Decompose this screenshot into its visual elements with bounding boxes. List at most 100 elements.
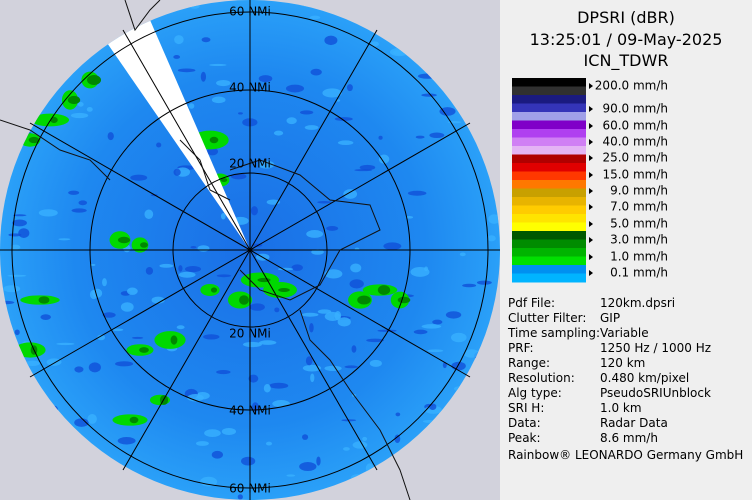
echo-cell — [324, 269, 343, 279]
echo-cell — [156, 142, 162, 148]
legend-arrow — [589, 237, 593, 243]
echo-cell — [71, 208, 87, 213]
echo-cell — [25, 360, 40, 367]
info-value: PseudoSRIUnblock — [600, 386, 711, 400]
legend-label: 7.0 mm/h — [610, 200, 668, 214]
echo-cell — [204, 429, 221, 438]
echo-cell — [7, 274, 27, 277]
echo-cell — [322, 88, 342, 98]
echo-cell — [230, 173, 247, 180]
echo-cell — [97, 334, 106, 341]
echo-cell — [305, 356, 313, 366]
info-row: Range: 120 km — [508, 356, 645, 370]
legend-swatch — [512, 95, 586, 104]
info-value: 1250 Hz / 1000 Hz — [600, 341, 712, 355]
echo-cell — [427, 349, 444, 353]
echo-cell — [366, 338, 385, 343]
range-rings — [0, 0, 500, 500]
echo-cell — [451, 361, 466, 371]
legend-label: 40.0 mm/h — [602, 135, 668, 149]
echo-cell — [263, 384, 271, 393]
info-row: PRF: 1250 Hz / 1000 Hz — [508, 341, 711, 355]
legend-arrow — [589, 204, 593, 210]
echo-cell — [38, 209, 58, 217]
info-label: Range: — [508, 356, 551, 370]
color-legend: 200.0 mm/h 90.0 mm/h 60.0 mm/h 40.0 mm/h 25.… — [512, 78, 668, 283]
echo-cell — [242, 341, 262, 348]
echo-cell — [349, 279, 364, 289]
rain-cell — [131, 237, 149, 253]
echo-cell — [14, 329, 20, 336]
echo-cell — [206, 147, 219, 156]
echo-cell — [324, 365, 342, 371]
echo-cell — [354, 169, 373, 172]
echo-cell — [77, 102, 84, 107]
echo-cell — [299, 461, 317, 472]
info-row: Time sampling: Variable — [508, 326, 649, 340]
echo-cell — [378, 154, 390, 164]
legend-swatch — [512, 154, 586, 164]
echo-cell — [286, 474, 296, 477]
rain-cell — [140, 242, 148, 248]
echo-cell — [317, 309, 332, 314]
legend-label: 25.0 mm/h — [602, 151, 668, 165]
legend-swatch — [512, 163, 586, 172]
echo-cell — [415, 135, 425, 139]
echo-cell — [115, 361, 134, 367]
legend-arrow — [589, 106, 593, 112]
echo-cell — [350, 263, 362, 273]
legend-label: 3.0 mm/h — [610, 233, 668, 247]
info-label: Data: — [508, 416, 541, 430]
echo-cell — [178, 271, 196, 278]
echo-cell — [334, 117, 353, 121]
echo-cell — [120, 302, 134, 312]
radar-map: 60 NMi 40 NMi 20 NMi 20 NMi 40 NMi 60 NM… — [0, 0, 500, 500]
echo-cell — [237, 494, 243, 500]
info-value: 0.480 km/pixel — [600, 371, 690, 385]
echo-cell — [102, 312, 116, 318]
echo-cell — [216, 370, 231, 375]
range-label: 60 NMi — [229, 482, 271, 496]
rain-cell — [200, 284, 220, 296]
legend-swatch — [512, 86, 586, 96]
echo-cell — [429, 132, 445, 139]
legend-swatch — [512, 256, 586, 266]
echo-cell — [250, 206, 258, 216]
echo-cell — [378, 135, 383, 140]
rain-cell — [210, 287, 218, 293]
echo-cell — [432, 319, 443, 325]
echo-cell — [352, 441, 368, 449]
legend-label: 1.0 mm/h — [610, 250, 668, 264]
info-value: GIP — [600, 311, 621, 325]
echo-cell — [258, 75, 273, 83]
echo-cell — [131, 336, 144, 339]
echo-cell — [87, 413, 97, 424]
echo-cell — [88, 362, 101, 373]
echo-cell — [249, 303, 265, 311]
echo-cell — [112, 328, 124, 332]
info-value: 1.0 km — [600, 401, 642, 415]
info-value: Radar Data — [600, 416, 668, 430]
echo-cell — [159, 263, 174, 268]
legend-swatch — [512, 205, 586, 215]
echo-cell — [302, 434, 309, 440]
echo-cell — [74, 418, 89, 427]
rain-cell — [50, 116, 58, 124]
legend-label: 200.0 mm/h — [595, 79, 668, 93]
echo-cell — [221, 427, 236, 436]
info-value: 120km.dpsri — [600, 296, 676, 310]
info-value: Variable — [600, 326, 649, 340]
rain-cell — [129, 416, 139, 424]
info-row: Clutter Filter: GIP — [508, 311, 620, 325]
echo-cell — [413, 329, 428, 335]
echo-cell — [476, 280, 492, 285]
timestamp: 13:25:01 / 09-May-2025 — [529, 30, 723, 49]
legend-swatch — [512, 137, 586, 147]
rain-cell — [278, 287, 290, 293]
echo-cell — [46, 358, 62, 366]
rain-cell — [117, 236, 131, 244]
echo-cell — [310, 68, 322, 76]
echo-cell — [220, 212, 226, 220]
echo-cell — [462, 283, 477, 288]
